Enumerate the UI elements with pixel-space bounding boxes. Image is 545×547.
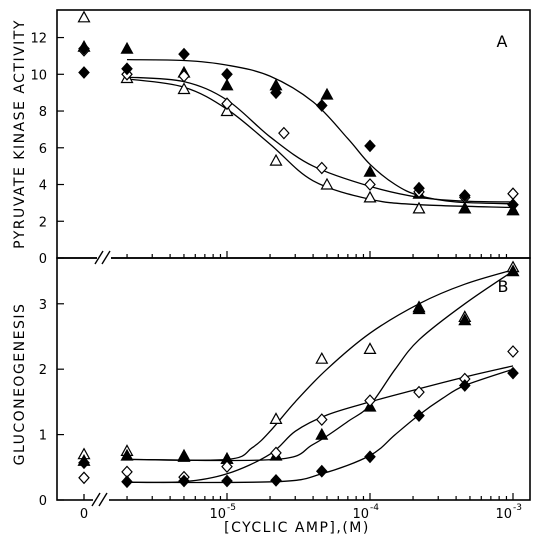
point-b-filled-diamond [178,474,190,488]
point-a-open-triangle [412,201,426,214]
y-tick-label-a: 2 [39,215,47,230]
point-b-filled-diamond [364,450,376,464]
point-a-filled-diamond [315,99,328,112]
fit-curve-b-open-triangle [126,269,514,461]
point-a-filled-triangle [220,78,234,91]
point-b-filled-triangle [120,448,134,461]
point-b-filled-diamond [221,474,233,488]
point-a-open-diamond [178,69,190,83]
point-a-open-diamond [221,97,233,111]
point-a-filled-diamond [221,67,233,81]
point-a-filled-diamond [507,198,519,212]
point-a-filled-diamond-zero [78,66,90,79]
point-b-open-diamond [270,446,282,460]
panel-b-label: B [498,277,509,296]
point-a-filled-diamond [458,189,471,202]
y-axis-title-a: PYRUVATE KINASE ACTIVITY [12,19,28,249]
point-a-open-diamond [278,126,290,140]
x-axis-title: [CYCLIC AMP],(M) [224,520,370,536]
point-a-open-diamond [507,187,519,201]
point-b-filled-diamond [270,474,282,487]
point-b-filled-diamond-zero [78,456,90,470]
x-tick-label-1e-3-exp: -3 [513,503,522,513]
point-b-filled-diamond [413,409,425,422]
point-a-open-triangle [177,82,191,95]
point-b-filled-diamond [507,366,519,380]
point-b-open-triangle [363,342,377,354]
y-tick-label-a: 10 [30,68,47,83]
point-a-open-triangle [363,190,377,203]
point-b-filled-diamond [458,379,471,392]
y-tick-label-a: 4 [39,179,47,194]
y-tick-label-b: 1 [39,429,47,444]
point-a-filled-diamond [270,86,282,100]
axis-break-a [94,250,111,266]
point-b-filled-triangle [315,427,329,440]
point-a-filled-diamond [413,181,425,195]
point-a-open-triangle [220,104,234,117]
panel-b-frame [56,257,531,501]
fit-curve-a-filled-triangle [126,58,514,205]
point-a-open-diamond [364,178,376,191]
point-a-filled-diamond [178,47,190,61]
x-tick-label-1e-5: 10 -5 [209,503,236,522]
fit-curve-a-open-triangle [126,78,514,209]
point-a-open-diamond [315,161,328,175]
point-b-filled-diamond [121,475,133,489]
panel-a-label: A [497,32,508,51]
y-tick-label-a: 8 [39,105,47,120]
point-b-filled-diamond [315,464,328,478]
fit-curve-b-open-diamond [126,365,514,484]
x-tick-label-1e-5-exp: -5 [227,503,236,513]
y-tick-label-b: 3 [39,298,47,313]
point-b-open-diamond [413,385,425,399]
x-tick-label-1e-4-base: 10 [352,507,369,522]
x-tick-label-1e-4: 10 -4 [352,503,379,522]
point-a-filled-triangle [120,41,134,54]
fit-curve-b-filled-diamond [126,368,514,484]
point-b-filled-triangle [458,313,472,326]
x-tick-label-1e-3: 10 -3 [495,503,522,522]
point-b-filled-triangle [412,302,426,315]
point-b-open-diamond [221,460,233,473]
point-a-filled-diamond [121,62,133,76]
x-tick-label-1e-5-base: 10 [209,507,226,522]
y-tick-label-b: 2 [39,363,47,378]
y-tick-label-b: 0 [39,494,47,509]
point-a-filled-triangle [363,164,377,177]
point-a-open-triangle-zero [77,10,91,23]
point-a-filled-diamond-zero [78,42,90,55]
point-a-open-triangle [269,153,283,166]
y-tick-label-a: 0 [39,252,47,267]
point-b-open-diamond [315,413,328,426]
x-tick-label-1e-4-exp: -4 [370,503,379,513]
point-b-filled-triangle [506,264,520,277]
point-a-open-triangle [320,177,334,190]
x-tick-label-zero: 0 [80,507,88,522]
point-b-open-diamond-zero [78,471,90,485]
y-tick-label-a: 12 [30,32,47,47]
y-tick-label-a: 6 [39,142,47,157]
fit-curve-a-open-diamond [126,76,514,203]
point-b-open-triangle [315,351,329,364]
point-b-open-diamond [507,345,519,358]
point-b-open-diamond [364,394,376,407]
point-b-open-triangle [269,412,283,424]
axis-break-b [91,492,109,508]
y-axis-title-b: GLUCONEOGENESIS [12,303,28,466]
point-b-filled-triangle [177,450,191,462]
point-a-filled-diamond [364,139,376,153]
point-a-filled-triangle [458,201,472,214]
point-a-filled-triangle [320,87,334,100]
x-tick-label-1e-3-base: 10 [495,507,512,522]
